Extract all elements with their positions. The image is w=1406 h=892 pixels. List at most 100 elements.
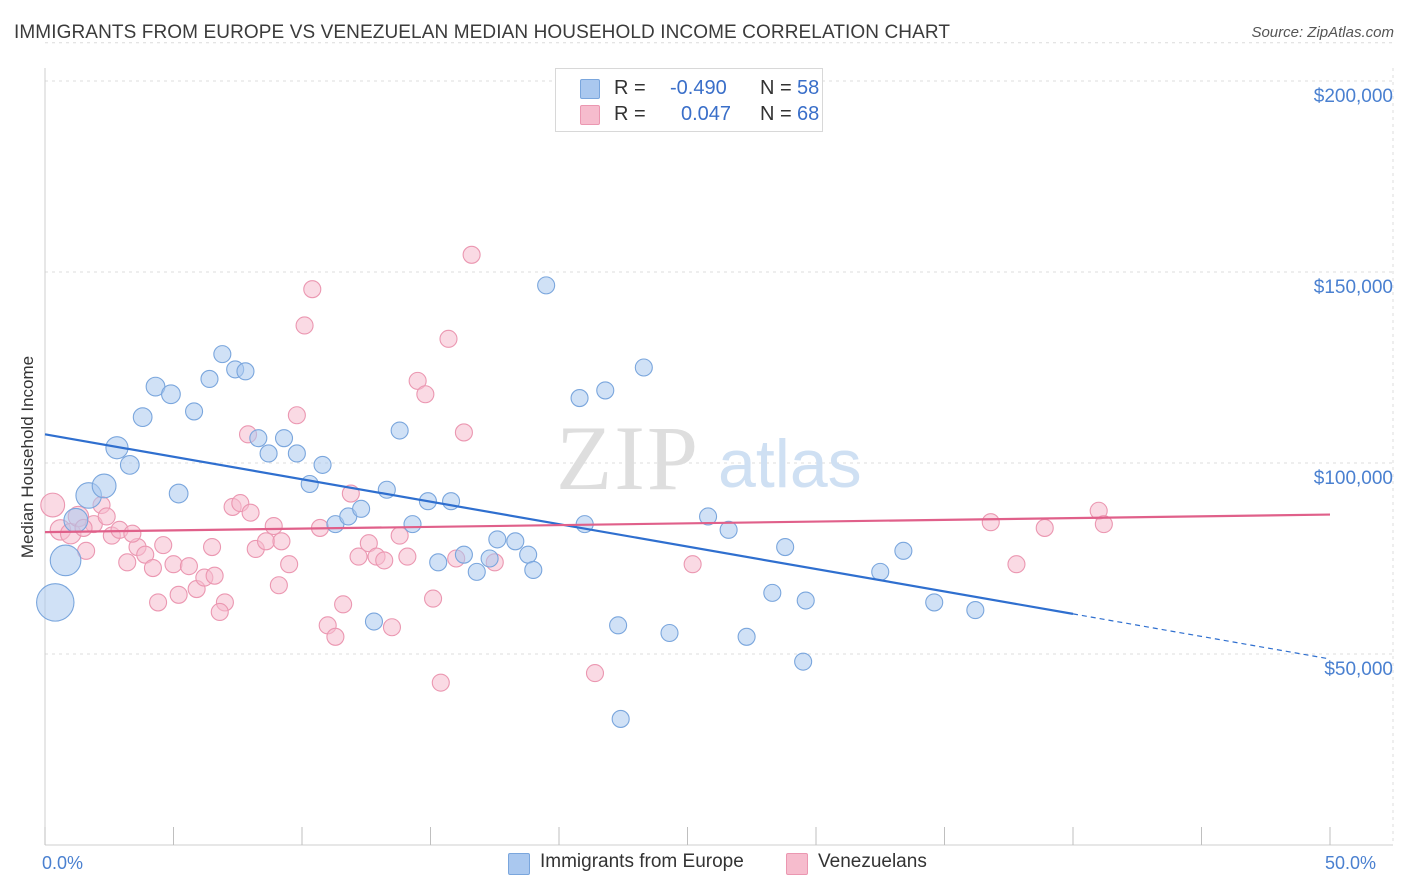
- n-value: 68: [797, 103, 820, 125]
- data-point: [136, 545, 155, 564]
- correlation-legend: R = -0.490 N = 58 R = 0.047 N = 68: [555, 68, 823, 132]
- data-point: [143, 558, 162, 578]
- data-point: [364, 612, 384, 631]
- data-point: [462, 245, 481, 264]
- data-point: [91, 473, 117, 499]
- data-point: [264, 516, 283, 536]
- data-point: [200, 369, 219, 389]
- data-point: [524, 560, 543, 580]
- data-point: [506, 532, 525, 551]
- data-point: [185, 402, 204, 421]
- data-point: [480, 549, 499, 568]
- data-point: [416, 385, 435, 404]
- x-tick-label-min: 0.0%: [42, 853, 84, 873]
- n-label: N =: [760, 103, 792, 125]
- data-point: [40, 492, 66, 518]
- data-point: [585, 664, 605, 683]
- data-point: [295, 316, 314, 335]
- data-point: [403, 515, 422, 534]
- data-point: [205, 566, 224, 585]
- data-point: [241, 503, 260, 522]
- europe-trend-extension: [1072, 613, 1331, 660]
- legend-label: Venezuelans: [818, 851, 927, 872]
- data-point: [467, 562, 486, 581]
- data-point: [570, 389, 589, 408]
- data-point: [796, 591, 815, 610]
- data-point: [313, 455, 332, 474]
- y-axis-label: Median Household Income: [18, 355, 37, 559]
- chart-title: IMMIGRANTS FROM EUROPE VS VENEZUELAN MED…: [14, 22, 951, 43]
- data-point: [300, 474, 319, 494]
- y-tick-label: $200,000: [1313, 86, 1393, 107]
- data-point: [118, 553, 137, 572]
- data-point: [488, 530, 507, 549]
- watermark-zip: ZIP: [556, 407, 700, 509]
- data-point: [981, 513, 1000, 532]
- y-tick-label: $150,000: [1313, 277, 1393, 298]
- data-point: [303, 280, 322, 299]
- n-value: 58: [797, 77, 820, 99]
- r-label: R =: [614, 77, 646, 99]
- data-point: [168, 483, 189, 504]
- data-point: [537, 276, 556, 295]
- data-point: [925, 593, 944, 612]
- data-point: [375, 551, 394, 570]
- data-point: [1035, 518, 1054, 537]
- n-label: N =: [760, 77, 792, 99]
- data-point: [334, 595, 353, 614]
- source-label: Source: ZipAtlas.com: [1251, 24, 1394, 41]
- data-point: [519, 545, 538, 564]
- data-point: [149, 593, 168, 612]
- data-point: [36, 583, 75, 622]
- legend-label: Immigrants from Europe: [540, 851, 744, 872]
- data-point: [352, 499, 371, 518]
- data-point: [719, 520, 738, 539]
- watermark-atlas: atlas: [718, 426, 862, 502]
- data-point: [390, 421, 409, 440]
- data-point: [272, 532, 291, 551]
- blue-swatch: [580, 79, 600, 99]
- watermark: ZIP atlas: [556, 407, 862, 509]
- pink-swatch: [580, 105, 600, 125]
- data-point: [287, 444, 306, 463]
- r-label: R =: [614, 103, 646, 125]
- data-point: [161, 384, 181, 405]
- data-point: [408, 371, 427, 390]
- y-tick-label: $100,000: [1313, 468, 1393, 489]
- data-point: [154, 536, 173, 555]
- data-point: [454, 423, 473, 442]
- data-point: [256, 532, 276, 551]
- data-point: [274, 429, 294, 448]
- y-tick-label: $50,000: [1324, 659, 1393, 680]
- data-point: [349, 547, 368, 566]
- data-point: [164, 555, 183, 574]
- data-point: [49, 544, 82, 577]
- data-point: [63, 507, 89, 533]
- data-point: [269, 576, 288, 595]
- data-point: [203, 537, 222, 557]
- trend-lines: [44, 433, 1331, 660]
- data-point: [634, 358, 653, 377]
- x-tick-label-max: 50.0%: [1325, 853, 1377, 873]
- r-value: -0.490: [670, 77, 727, 99]
- data-point: [236, 362, 255, 381]
- data-point: [280, 555, 299, 574]
- data-point: [123, 524, 142, 543]
- data-point: [794, 652, 813, 671]
- data-point: [429, 553, 448, 572]
- data-point: [699, 507, 718, 526]
- data-point: [398, 547, 417, 566]
- data-point: [611, 709, 630, 728]
- data-point: [213, 345, 232, 364]
- data-point: [894, 541, 913, 560]
- data-point: [660, 623, 679, 643]
- data-point: [1094, 515, 1113, 534]
- blue-swatch: [508, 853, 530, 875]
- data-point: [871, 562, 890, 581]
- data-point: [169, 585, 188, 604]
- data-point: [596, 381, 615, 400]
- data-point: [431, 673, 450, 692]
- europe-points: [36, 276, 985, 728]
- data-point: [132, 407, 153, 428]
